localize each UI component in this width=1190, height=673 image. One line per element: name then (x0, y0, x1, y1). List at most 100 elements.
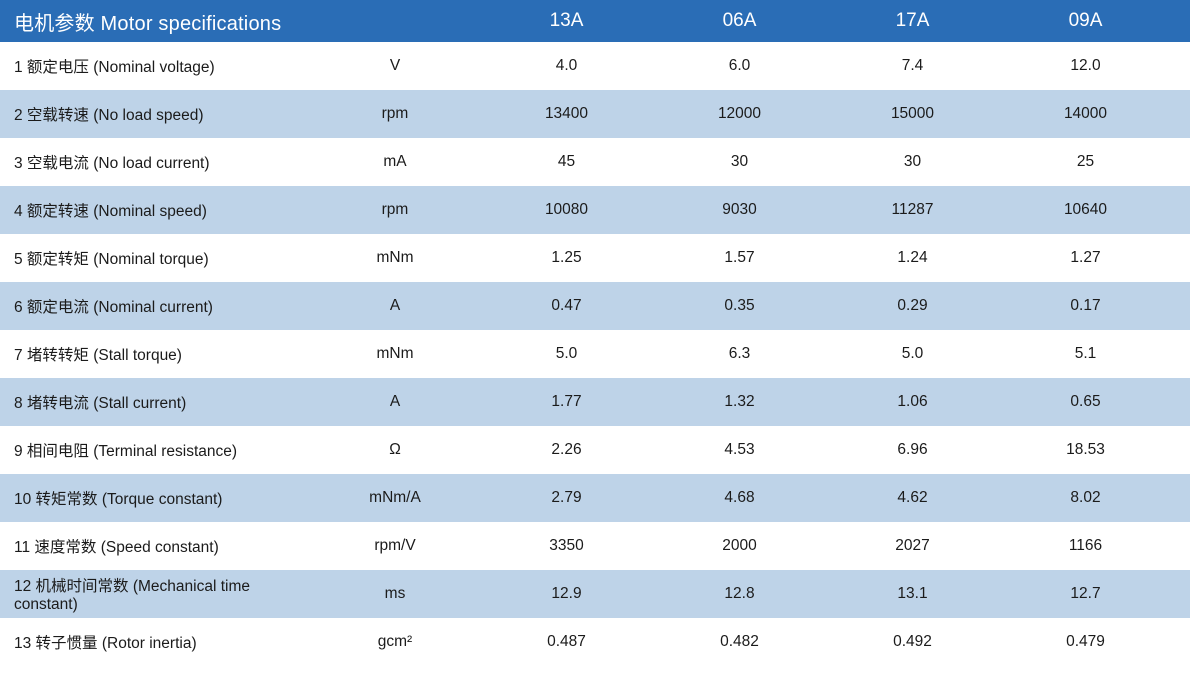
value-cell-06a: 4.68 (653, 474, 826, 522)
value-cell-13a: 13400 (480, 90, 653, 138)
value-cell-17a: 0.29 (826, 282, 999, 330)
value-cell-13a: 1.77 (480, 378, 653, 426)
parameter-unit: ms (310, 570, 480, 618)
parameter-label: 10 转矩常数 (Torque constant) (0, 474, 310, 522)
table-row: 2 空载转速 (No load speed) rpm 13400 12000 15000… (0, 90, 1190, 138)
model-column-header-09a: 09A (999, 0, 1190, 42)
parameter-unit: Ω (310, 426, 480, 474)
value-cell-13a: 0.487 (480, 618, 653, 666)
value-cell-13a: 1.25 (480, 234, 653, 282)
parameter-label: 2 空载转速 (No load speed) (0, 90, 310, 138)
value-cell-09a: 12.7 (999, 570, 1190, 618)
parameter-unit: A (310, 378, 480, 426)
table-row: 10 转矩常数 (Torque constant) mNm/A 2.79 4.68 4.… (0, 474, 1190, 522)
table-title: 电机参数 Motor specifications (0, 0, 310, 42)
parameter-unit: rpm (310, 186, 480, 234)
parameter-label: 1 额定电压 (Nominal voltage) (0, 42, 310, 90)
value-cell-06a: 12.8 (653, 570, 826, 618)
parameter-label: 6 额定电流 (Nominal current) (0, 282, 310, 330)
parameter-label: 7 堵转转矩 (Stall torque) (0, 330, 310, 378)
value-cell-17a: 13.1 (826, 570, 999, 618)
table-row: 6 额定电流 (Nominal current) A 0.47 0.35 0.29 0.1… (0, 282, 1190, 330)
table-row: 13 转子惯量 (Rotor inertia) gcm² 0.487 0.482 0.4… (0, 618, 1190, 666)
value-cell-17a: 30 (826, 138, 999, 186)
value-cell-13a: 12.9 (480, 570, 653, 618)
value-cell-06a: 6.0 (653, 42, 826, 90)
value-cell-13a: 2.79 (480, 474, 653, 522)
value-cell-06a: 9030 (653, 186, 826, 234)
parameter-unit: mNm/A (310, 474, 480, 522)
table-row: 7 堵转转矩 (Stall torque) mNm 5.0 6.3 5.0 5.1 (0, 330, 1190, 378)
value-cell-09a: 1.27 (999, 234, 1190, 282)
value-cell-06a: 30 (653, 138, 826, 186)
parameter-label: 13 转子惯量 (Rotor inertia) (0, 618, 310, 666)
table-header-row: 电机参数 Motor specifications 13A 06A 17A 09A (0, 0, 1190, 42)
model-column-header-17a: 17A (826, 0, 999, 42)
value-cell-17a: 4.62 (826, 474, 999, 522)
value-cell-17a: 6.96 (826, 426, 999, 474)
parameter-label: 12 机械时间常数 (Mechanical time constant) (0, 570, 310, 618)
value-cell-09a: 0.65 (999, 378, 1190, 426)
value-cell-09a: 18.53 (999, 426, 1190, 474)
parameter-label: 11 速度常数 (Speed constant) (0, 522, 310, 570)
parameter-label: 8 堵转电流 (Stall current) (0, 378, 310, 426)
value-cell-17a: 2027 (826, 522, 999, 570)
table-row: 5 额定转矩 (Nominal torque) mNm 1.25 1.57 1.24 1.… (0, 234, 1190, 282)
value-cell-17a: 15000 (826, 90, 999, 138)
value-cell-13a: 4.0 (480, 42, 653, 90)
parameter-unit: mNm (310, 234, 480, 282)
parameter-label: 3 空载电流 (No load current) (0, 138, 310, 186)
parameter-label: 4 额定转速 (Nominal speed) (0, 186, 310, 234)
parameter-unit: rpm (310, 90, 480, 138)
value-cell-09a: 25 (999, 138, 1190, 186)
value-cell-06a: 0.35 (653, 282, 826, 330)
model-column-header-06a: 06A (653, 0, 826, 42)
value-cell-06a: 1.32 (653, 378, 826, 426)
table-row: 3 空载电流 (No load current) mA 45 30 30 25 (0, 138, 1190, 186)
table-row: 12 机械时间常数 (Mechanical time constant) ms 12… (0, 570, 1190, 618)
value-cell-17a: 1.24 (826, 234, 999, 282)
value-cell-09a: 0.17 (999, 282, 1190, 330)
value-cell-06a: 12000 (653, 90, 826, 138)
value-cell-06a: 4.53 (653, 426, 826, 474)
table-body: 1 额定电压 (Nominal voltage) V 4.0 6.0 7.4 12.0 2 … (0, 42, 1190, 666)
table-row: 11 速度常数 (Speed constant) rpm/V 3350 2000 202… (0, 522, 1190, 570)
value-cell-17a: 11287 (826, 186, 999, 234)
table-row: 4 额定转速 (Nominal speed) rpm 10080 9030 11287 1… (0, 186, 1190, 234)
value-cell-09a: 14000 (999, 90, 1190, 138)
value-cell-06a: 0.482 (653, 618, 826, 666)
value-cell-09a: 1166 (999, 522, 1190, 570)
parameter-unit: mNm (310, 330, 480, 378)
value-cell-09a: 10640 (999, 186, 1190, 234)
value-cell-13a: 3350 (480, 522, 653, 570)
value-cell-17a: 1.06 (826, 378, 999, 426)
parameter-unit: mA (310, 138, 480, 186)
parameter-unit: A (310, 282, 480, 330)
table-row: 9 相间电阻 (Terminal resistance) Ω 2.26 4.53 6.9… (0, 426, 1190, 474)
value-cell-06a: 2000 (653, 522, 826, 570)
value-cell-06a: 6.3 (653, 330, 826, 378)
value-cell-13a: 10080 (480, 186, 653, 234)
table-row: 8 堵转电流 (Stall current) A 1.77 1.32 1.06 0.65 (0, 378, 1190, 426)
value-cell-09a: 12.0 (999, 42, 1190, 90)
parameter-unit: V (310, 42, 480, 90)
parameter-label: 9 相间电阻 (Terminal resistance) (0, 426, 310, 474)
model-column-header-13a: 13A (480, 0, 653, 42)
parameter-unit: rpm/V (310, 522, 480, 570)
value-cell-06a: 1.57 (653, 234, 826, 282)
value-cell-13a: 0.47 (480, 282, 653, 330)
value-cell-13a: 5.0 (480, 330, 653, 378)
value-cell-09a: 8.02 (999, 474, 1190, 522)
value-cell-17a: 5.0 (826, 330, 999, 378)
value-cell-17a: 0.492 (826, 618, 999, 666)
parameter-unit: gcm² (310, 618, 480, 666)
value-cell-13a: 45 (480, 138, 653, 186)
parameter-label: 5 额定转矩 (Nominal torque) (0, 234, 310, 282)
table-row: 1 额定电压 (Nominal voltage) V 4.0 6.0 7.4 12.0 (0, 42, 1190, 90)
value-cell-13a: 2.26 (480, 426, 653, 474)
value-cell-09a: 5.1 (999, 330, 1190, 378)
unit-column-header (310, 0, 480, 42)
value-cell-17a: 7.4 (826, 42, 999, 90)
value-cell-09a: 0.479 (999, 618, 1190, 666)
